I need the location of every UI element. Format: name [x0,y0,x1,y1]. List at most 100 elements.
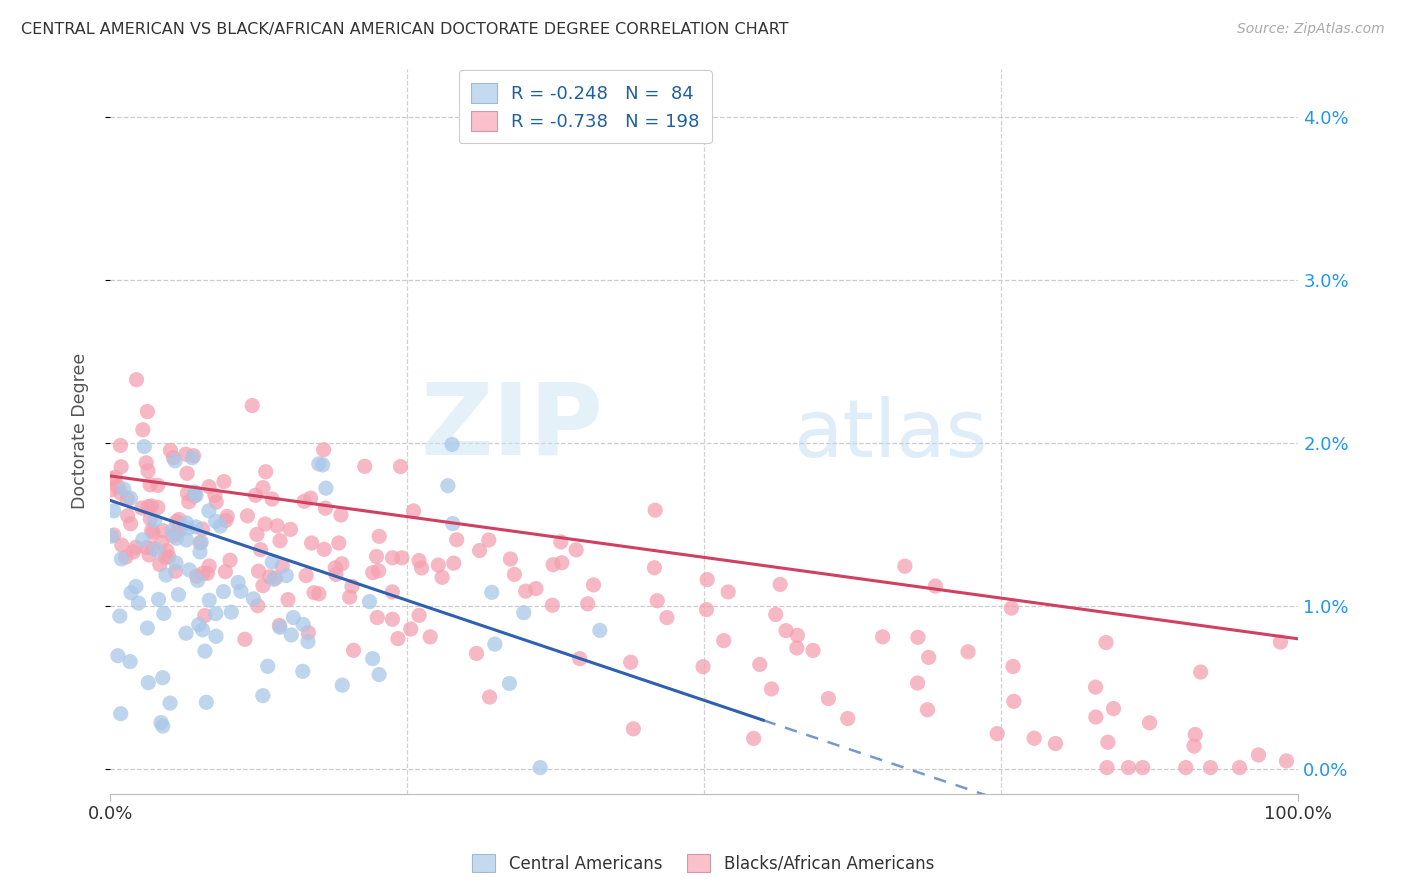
Point [402,504,425,518]
Point [205,495,228,509]
Point [367,564,389,578]
Point [183,489,205,503]
Point [389,459,412,474]
Point [242,591,264,606]
Point [176,467,198,481]
Point [419,630,441,644]
Point [112,482,135,496]
Point [233,632,256,647]
Point [132,533,155,547]
Point [328,536,350,550]
Point [312,442,335,457]
Point [120,491,142,506]
Point [478,533,501,547]
Point [256,659,278,673]
Point [817,691,839,706]
Point [381,550,404,565]
Point [165,526,187,541]
Point [359,594,381,608]
Point [157,549,180,564]
Point [368,667,391,681]
Point [742,731,765,746]
Point [187,574,209,588]
Point [302,585,325,599]
Point [163,454,186,468]
Point [214,565,236,579]
Point [212,475,235,489]
Text: atlas: atlas [793,396,987,474]
Point [620,655,643,669]
Point [269,620,291,634]
Point [136,404,159,418]
Point [134,440,156,454]
Point [381,612,404,626]
Point [188,535,211,549]
Point [263,572,285,586]
Point [162,450,184,465]
Point [465,647,488,661]
Point [219,553,242,567]
Point [135,456,157,470]
Point [786,640,808,655]
Point [191,623,214,637]
Point [696,573,718,587]
Point [139,511,162,525]
Point [314,501,336,516]
Point [717,585,740,599]
Point [541,599,564,613]
Point [254,465,277,479]
Point [907,631,929,645]
Point [297,634,319,648]
Point [125,541,148,555]
Point [127,596,149,610]
Y-axis label: Doctorate Degree: Doctorate Degree [72,353,89,509]
Point [236,508,259,523]
Point [917,703,939,717]
Point [110,552,132,566]
Point [103,528,125,542]
Point [1002,659,1025,673]
Point [198,480,221,494]
Point [104,470,127,484]
Point [149,558,172,572]
Point [125,580,148,594]
Point [408,608,430,623]
Point [107,648,129,663]
Point [1247,747,1270,762]
Point [141,524,163,538]
Point [986,726,1008,740]
Point [499,552,522,566]
Point [139,477,162,491]
Point [498,676,520,690]
Point [765,607,787,622]
Point [184,485,207,500]
Point [249,542,271,557]
Point [150,535,173,549]
Point [643,560,665,574]
Point [503,567,526,582]
Point [692,659,714,673]
Point [655,610,678,624]
Point [427,558,450,572]
Point [269,533,291,548]
Point [136,675,159,690]
Point [138,500,160,514]
Point [366,549,388,564]
Point [366,610,388,624]
Point [176,516,198,530]
Point [183,449,205,463]
Point [176,486,198,500]
Point [186,569,208,583]
Point [141,541,163,555]
Point [143,513,166,527]
Point [1184,727,1206,741]
Point [120,586,142,600]
Point [361,651,384,665]
Point [229,584,252,599]
Point [775,624,797,638]
Point [1102,701,1125,715]
Text: Source: ZipAtlas.com: Source: ZipAtlas.com [1237,22,1385,37]
Point [1270,635,1292,649]
Point [252,689,274,703]
Point [1174,761,1197,775]
